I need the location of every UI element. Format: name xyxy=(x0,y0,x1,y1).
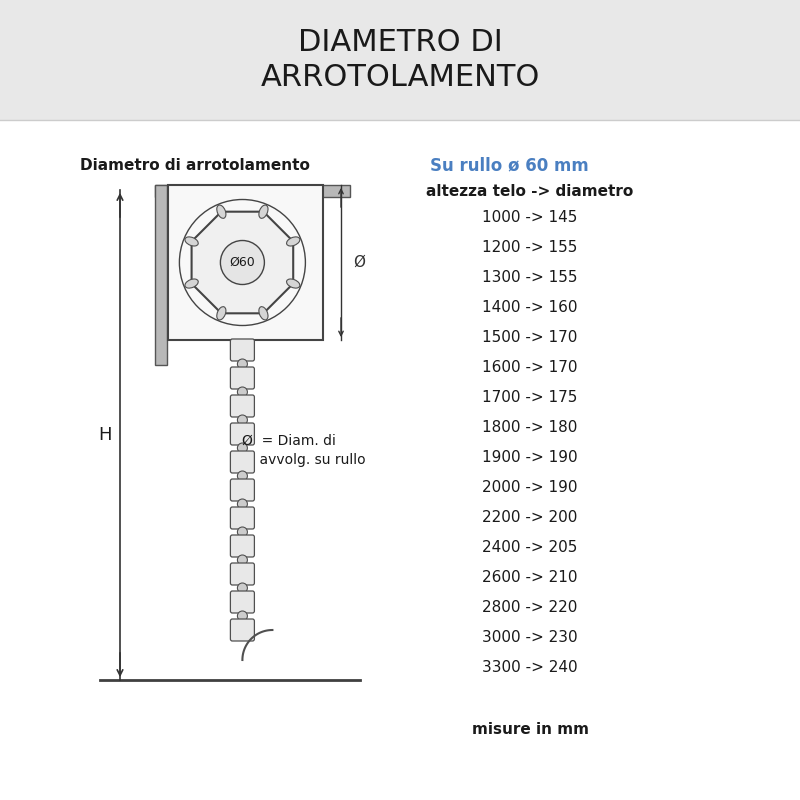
Circle shape xyxy=(238,611,247,621)
Circle shape xyxy=(238,499,247,509)
Bar xyxy=(155,185,167,365)
Text: Ø: Ø xyxy=(353,255,365,270)
FancyBboxPatch shape xyxy=(230,367,254,389)
FancyBboxPatch shape xyxy=(230,563,254,585)
Text: 3000 -> 230: 3000 -> 230 xyxy=(482,630,578,646)
Text: altezza telo -> diametro: altezza telo -> diametro xyxy=(426,185,634,199)
Text: Diametro di arrotolamento: Diametro di arrotolamento xyxy=(80,158,310,173)
FancyBboxPatch shape xyxy=(230,339,254,361)
Text: 1200 -> 155: 1200 -> 155 xyxy=(482,241,578,255)
Text: 2600 -> 210: 2600 -> 210 xyxy=(482,570,578,586)
Text: Su rullo ø 60 mm: Su rullo ø 60 mm xyxy=(430,156,589,174)
Text: Ø  = Diam. di
    avvolg. su rullo: Ø = Diam. di avvolg. su rullo xyxy=(242,434,366,466)
Circle shape xyxy=(238,415,247,425)
Circle shape xyxy=(238,471,247,481)
Text: 1000 -> 145: 1000 -> 145 xyxy=(482,210,578,226)
Text: 1300 -> 155: 1300 -> 155 xyxy=(482,270,578,286)
Text: 1400 -> 160: 1400 -> 160 xyxy=(482,301,578,315)
FancyBboxPatch shape xyxy=(230,423,254,445)
Circle shape xyxy=(238,359,247,369)
Circle shape xyxy=(238,443,247,453)
Text: misure in mm: misure in mm xyxy=(471,722,589,738)
Bar xyxy=(168,185,323,340)
Ellipse shape xyxy=(286,237,300,246)
Ellipse shape xyxy=(286,279,300,288)
Ellipse shape xyxy=(185,237,198,246)
Text: 1600 -> 170: 1600 -> 170 xyxy=(482,361,578,375)
Bar xyxy=(0,0,800,120)
FancyBboxPatch shape xyxy=(230,479,254,501)
Text: 2000 -> 190: 2000 -> 190 xyxy=(482,481,578,495)
FancyBboxPatch shape xyxy=(230,535,254,557)
Text: 2400 -> 205: 2400 -> 205 xyxy=(482,541,578,555)
FancyBboxPatch shape xyxy=(230,591,254,613)
Ellipse shape xyxy=(259,205,268,218)
Circle shape xyxy=(238,387,247,397)
Circle shape xyxy=(238,527,247,537)
Text: Ø60: Ø60 xyxy=(230,256,255,269)
FancyBboxPatch shape xyxy=(230,395,254,417)
Text: 1500 -> 170: 1500 -> 170 xyxy=(482,330,578,346)
Circle shape xyxy=(238,555,247,565)
Text: 1800 -> 180: 1800 -> 180 xyxy=(482,421,578,435)
Text: 1700 -> 175: 1700 -> 175 xyxy=(482,390,578,406)
Ellipse shape xyxy=(259,306,268,320)
Text: 2800 -> 220: 2800 -> 220 xyxy=(482,601,578,615)
FancyBboxPatch shape xyxy=(230,507,254,529)
Polygon shape xyxy=(191,212,294,314)
Circle shape xyxy=(238,583,247,593)
Text: DIAMETRO DI
ARROTOLAMENTO: DIAMETRO DI ARROTOLAMENTO xyxy=(260,28,540,92)
Ellipse shape xyxy=(185,279,198,288)
FancyBboxPatch shape xyxy=(230,451,254,473)
Text: H: H xyxy=(98,426,112,444)
FancyBboxPatch shape xyxy=(230,619,254,641)
Circle shape xyxy=(220,241,264,285)
Ellipse shape xyxy=(217,306,226,320)
Bar xyxy=(155,185,350,197)
Text: 3300 -> 240: 3300 -> 240 xyxy=(482,661,578,675)
Text: 1900 -> 190: 1900 -> 190 xyxy=(482,450,578,466)
Text: 2200 -> 200: 2200 -> 200 xyxy=(482,510,578,526)
Ellipse shape xyxy=(217,205,226,218)
